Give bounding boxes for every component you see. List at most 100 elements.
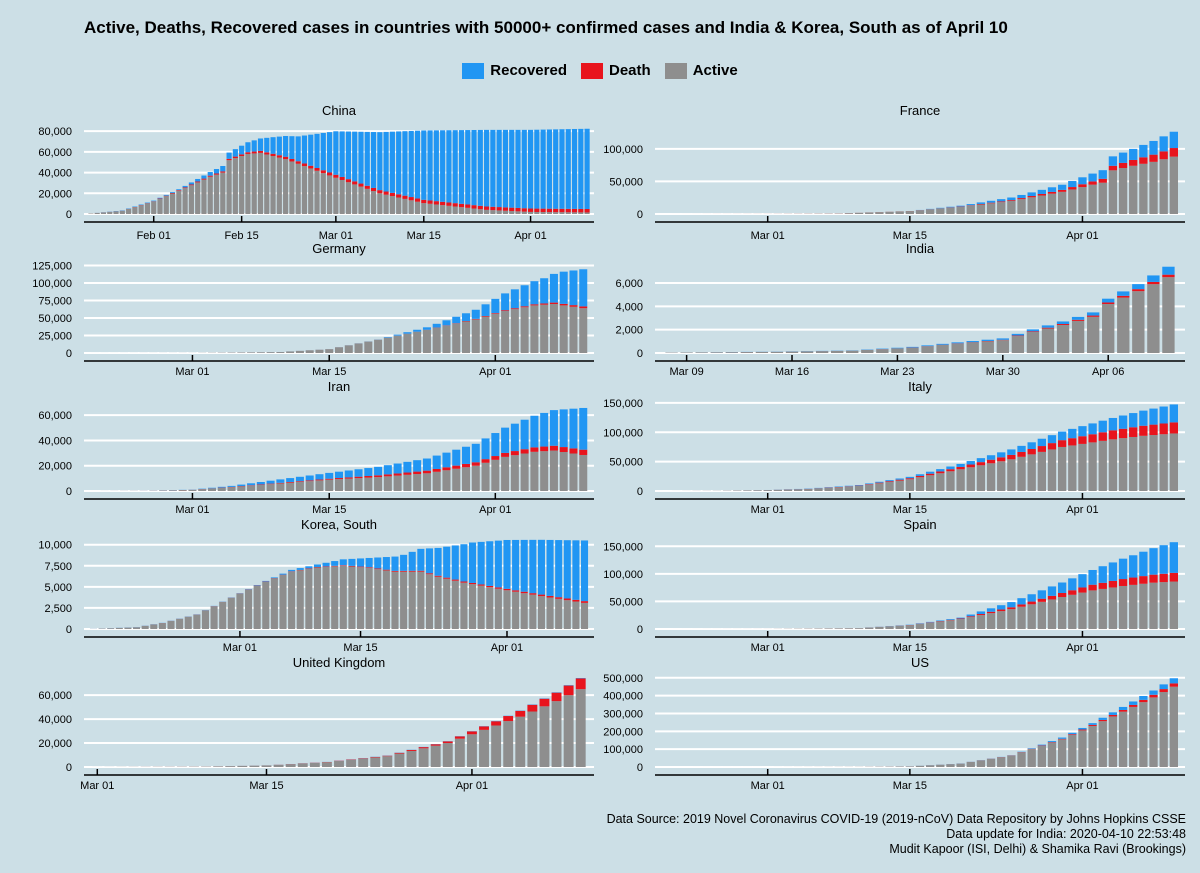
bar-active [364, 341, 373, 353]
bar-death [1139, 699, 1148, 703]
bar-active [546, 597, 554, 629]
bar-death [1132, 289, 1145, 292]
y-tick-label: 50,000 [609, 457, 643, 469]
bar-death [365, 567, 373, 568]
x-tick-label: Apr 01 [479, 366, 511, 378]
bar-death [239, 154, 245, 157]
bar-recovered [471, 309, 480, 319]
bar-recovered [563, 540, 571, 599]
bar-recovered [227, 485, 236, 487]
bar-active [755, 351, 769, 353]
bar-death [430, 744, 441, 746]
bar-death [527, 704, 538, 712]
bar-death [1007, 454, 1016, 460]
bar-recovered [529, 539, 537, 594]
bar-active [1027, 604, 1036, 629]
bar-death [1139, 157, 1148, 164]
bar-active [895, 211, 904, 214]
panel-title: Spain [903, 517, 936, 532]
bar-recovered [377, 132, 383, 191]
bar-active [804, 489, 813, 491]
y-tick-label: 500,000 [603, 673, 643, 685]
bar-death [1011, 335, 1025, 337]
bar-recovered [433, 130, 439, 202]
y-tick-label: 0 [637, 209, 643, 221]
bar-active [1139, 702, 1148, 767]
y-tick-label: 2,000 [615, 325, 643, 337]
bar-recovered [1108, 562, 1118, 581]
bar-death [389, 192, 395, 197]
bar-active [865, 212, 874, 214]
bar-active [865, 627, 874, 629]
bar-active [266, 484, 275, 491]
bar-active [325, 479, 334, 491]
bar-active [297, 763, 308, 767]
bar-active [314, 170, 320, 214]
bar-recovered [891, 347, 904, 349]
bar-active [1078, 730, 1087, 767]
y-tick-label: 100,000 [603, 144, 643, 156]
legend: Recovered Death Active [0, 62, 1200, 79]
bar-active [1017, 199, 1026, 214]
legend-swatch-death [581, 62, 603, 79]
bar-death [382, 755, 393, 757]
bar-recovered [1086, 312, 1100, 316]
bar-active [462, 467, 471, 491]
bar-active [262, 581, 270, 629]
bar-death [454, 736, 465, 739]
bar-death [1068, 187, 1077, 190]
bar-recovered [1132, 284, 1145, 290]
bar-death [305, 480, 314, 482]
bar-active [1011, 336, 1025, 353]
bar-active [529, 594, 537, 629]
x-tick-label: Mar 30 [986, 366, 1020, 378]
bar-death [477, 205, 483, 210]
bar-active [1159, 582, 1168, 629]
bar-active [1129, 584, 1138, 629]
bar-active [966, 342, 979, 353]
bar-death [383, 474, 392, 477]
y-tick-label: 80,000 [38, 126, 72, 138]
panel-title: Korea, South [301, 517, 377, 532]
bar-recovered [1118, 415, 1128, 429]
bar-recovered [946, 206, 955, 208]
bar-recovered [481, 438, 490, 460]
bar-active [520, 593, 528, 629]
bar-active [247, 485, 256, 491]
bar-active [301, 166, 308, 214]
bar-recovered [257, 138, 264, 151]
bar-active [132, 207, 138, 214]
bar-death [486, 585, 494, 588]
bar-active [997, 461, 1006, 491]
bar-recovered [270, 137, 276, 154]
bar-recovered [188, 182, 194, 185]
bar-death [1068, 590, 1077, 595]
bar-active [1007, 755, 1016, 767]
bar-death [976, 203, 986, 205]
bar-recovered [471, 443, 480, 463]
bar-active [502, 210, 509, 214]
bar-active [237, 352, 246, 353]
bar-death [569, 448, 578, 454]
bar-death [1078, 587, 1087, 593]
bar-recovered [481, 304, 490, 316]
bar-recovered [520, 419, 529, 450]
bar-recovered [540, 412, 549, 447]
bar-active [834, 487, 843, 491]
bar-recovered [425, 548, 433, 574]
bar-recovered [1071, 316, 1085, 320]
bar-active [201, 179, 207, 214]
bar-active [956, 619, 965, 629]
bar-death [584, 208, 590, 213]
bar-active [563, 600, 571, 629]
bar-active [501, 311, 510, 353]
bar-recovered [895, 478, 904, 480]
bar-active [1108, 716, 1118, 767]
bar-death [1037, 446, 1047, 452]
bar-death [530, 304, 539, 306]
bar-recovered [1169, 542, 1178, 573]
bar-active [1159, 159, 1168, 214]
bar-active [785, 351, 799, 353]
bar-active [905, 211, 915, 214]
bar-recovered [417, 548, 425, 571]
